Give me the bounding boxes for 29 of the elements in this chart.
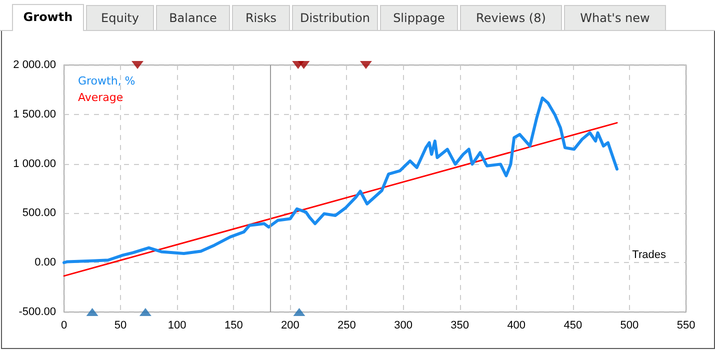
text: What's new bbox=[564, 5, 666, 30]
x-tick-label: 450 bbox=[564, 320, 582, 332]
x-tick-label: 300 bbox=[394, 320, 412, 332]
x-tick-label: 50 bbox=[114, 320, 127, 332]
x-tick-label: 100 bbox=[168, 320, 186, 332]
text: Average bbox=[78, 91, 124, 104]
x-tick-label: 250 bbox=[338, 320, 356, 332]
x-tick-label: 550 bbox=[676, 320, 696, 332]
x-tick-label: 500 bbox=[620, 320, 639, 332]
text: Distribution bbox=[292, 5, 378, 30]
text: Growth bbox=[12, 4, 84, 31]
x-tick-label: 150 bbox=[224, 320, 243, 332]
y-tick-label: -500.00 bbox=[18, 306, 56, 318]
x-axis-title: Trades bbox=[632, 249, 666, 262]
text: Risks bbox=[232, 5, 290, 30]
text: Equity bbox=[86, 5, 154, 30]
text: Balance bbox=[156, 5, 230, 30]
x-tick-label: 400 bbox=[507, 320, 526, 332]
y-tick-label: 2 000.00 bbox=[13, 59, 56, 71]
x-tick-label: 350 bbox=[450, 320, 469, 332]
y-tick-label: 1 000.00 bbox=[13, 158, 56, 170]
y-tick-label: 0.00 bbox=[34, 256, 56, 269]
x-tick-label: 200 bbox=[281, 320, 300, 332]
text: Reviews (8) bbox=[460, 5, 562, 30]
text: Growth, % bbox=[78, 74, 136, 88]
text: Slippage bbox=[380, 5, 458, 30]
y-tick-label: 500.00 bbox=[22, 207, 56, 220]
y-tick-label: 1 500.00 bbox=[13, 108, 56, 120]
x-tick-label: 0 bbox=[60, 320, 68, 332]
